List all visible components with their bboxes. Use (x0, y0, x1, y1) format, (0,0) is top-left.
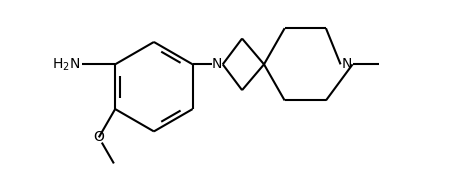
Text: N: N (212, 57, 222, 71)
Text: O: O (94, 130, 104, 144)
Text: $\mathregular{H_2N}$: $\mathregular{H_2N}$ (52, 56, 80, 73)
Text: N: N (341, 57, 352, 71)
